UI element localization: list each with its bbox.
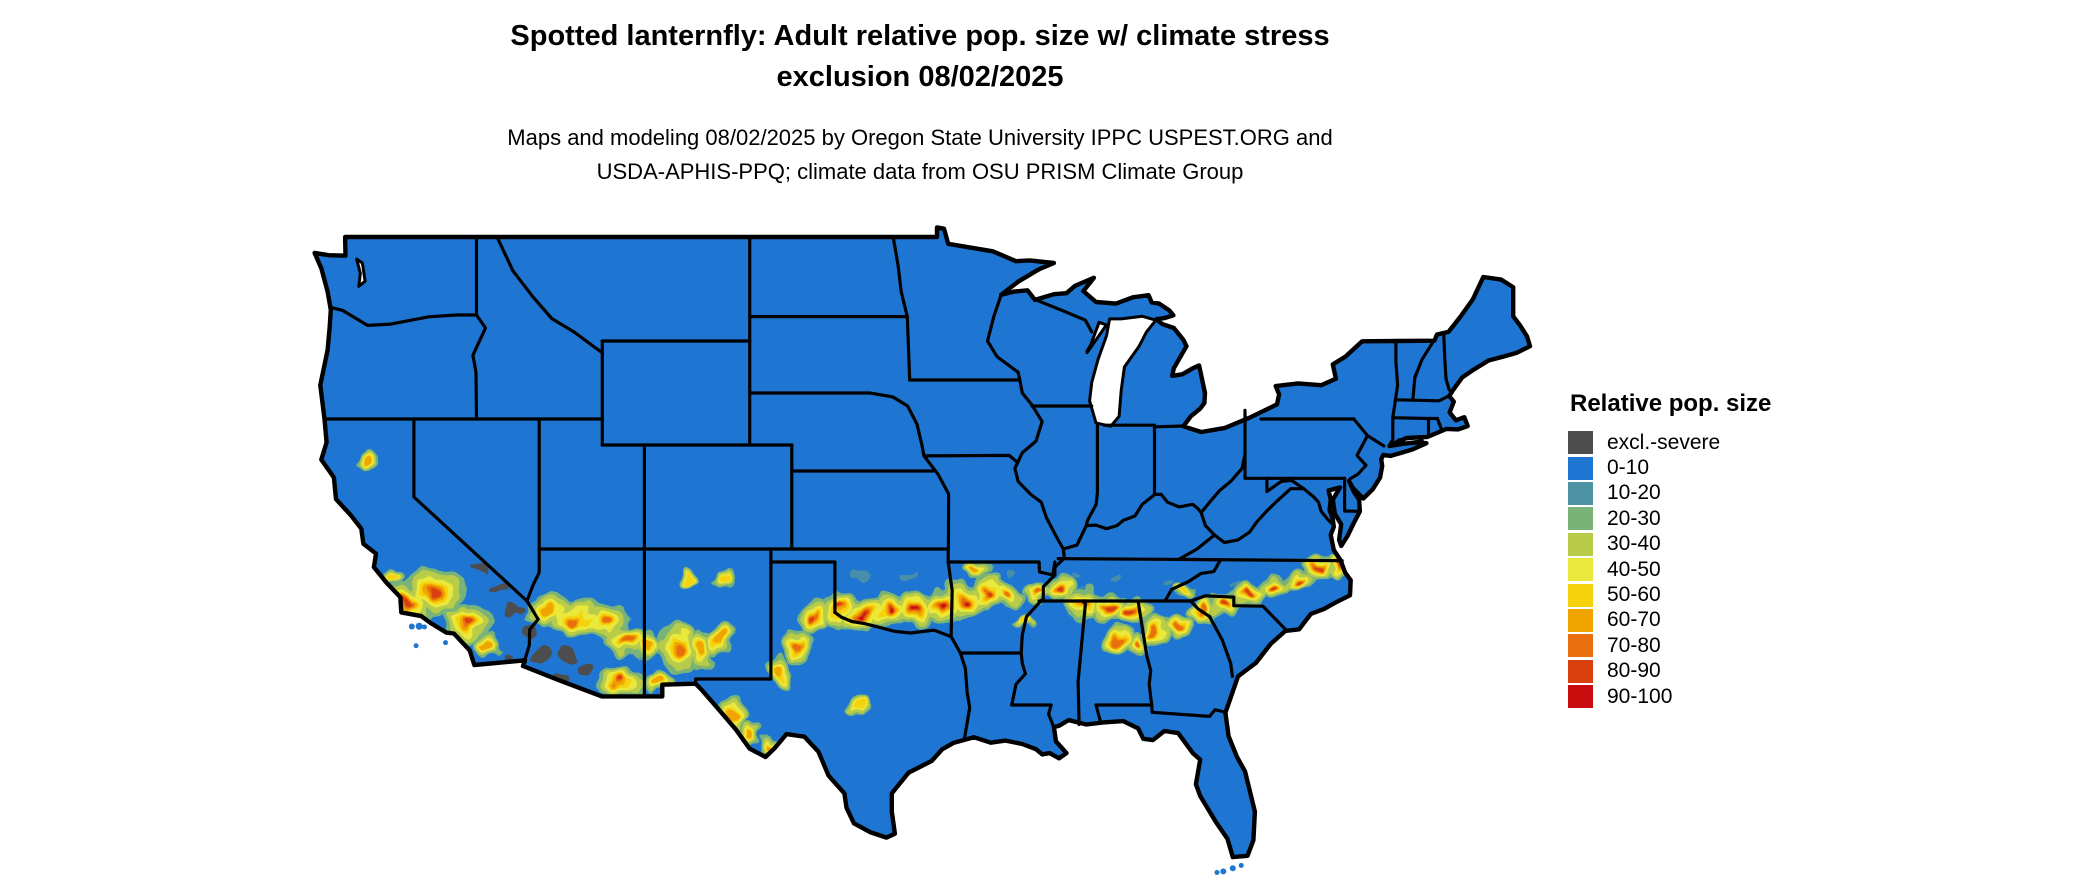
island-dot xyxy=(421,624,427,630)
legend-item: 60-70 xyxy=(1568,608,1771,633)
map-land-base xyxy=(314,227,1531,858)
legend-items: excl.-severe 0-10 10-20 20-30 30-40 40-50 50-6… xyxy=(1568,430,1771,709)
legend-label: 10-20 xyxy=(1607,481,1661,505)
island-dot xyxy=(415,622,423,630)
page-title-line1: Spotted lanternfly: Adult relative pop. … xyxy=(510,20,1330,52)
page-subtitle-line2: USDA-APHIS-PPQ; climate data from OSU PR… xyxy=(596,159,1244,184)
island-dot xyxy=(408,623,415,630)
island-dot xyxy=(1238,862,1244,868)
legend-item: 40-50 xyxy=(1568,557,1771,582)
legend-swatch xyxy=(1568,659,1593,683)
island-dot xyxy=(443,640,449,646)
legend-item: 50-60 xyxy=(1568,582,1771,607)
legend-swatch xyxy=(1568,431,1593,455)
legend-item: 30-40 xyxy=(1568,532,1771,557)
legend-swatch xyxy=(1568,481,1593,505)
legend-label: 50-60 xyxy=(1607,583,1661,607)
island-dot xyxy=(1229,865,1236,872)
legend-swatch xyxy=(1568,558,1593,582)
legend-label: 90-100 xyxy=(1607,684,1673,708)
legend-swatch xyxy=(1568,507,1593,531)
legend-label: 80-90 xyxy=(1607,659,1661,683)
legend-swatch xyxy=(1568,685,1593,709)
legend-label: 60-70 xyxy=(1607,608,1661,632)
legend-item: excl.-severe xyxy=(1568,430,1771,455)
legend-item: 0-10 xyxy=(1568,455,1771,480)
legend-swatch xyxy=(1568,583,1593,607)
legend-item: 70-80 xyxy=(1568,633,1771,658)
lake-shape xyxy=(355,257,367,288)
legend-item: 10-20 xyxy=(1568,481,1771,506)
legend-title: Relative pop. size xyxy=(1570,390,1772,417)
lake-shape xyxy=(1085,320,1108,355)
legend-item: 20-30 xyxy=(1568,506,1771,531)
lake-shape xyxy=(1088,314,1158,428)
legend-label: 0-10 xyxy=(1607,456,1650,480)
legend-swatch xyxy=(1568,608,1593,632)
national-outline xyxy=(312,225,1533,860)
page-subtitle-line1: Maps and modeling 08/02/2025 by Oregon S… xyxy=(507,125,1333,150)
legend-label: 30-40 xyxy=(1607,532,1661,556)
state-borders xyxy=(322,235,1451,741)
us-map xyxy=(312,225,1533,875)
legend-swatch xyxy=(1568,456,1593,480)
page-subtitle: Maps and modeling 08/02/2025 by Oregon S… xyxy=(0,121,1840,189)
legend-label: 70-80 xyxy=(1607,633,1661,657)
legend-swatch xyxy=(1568,532,1593,556)
page-title: Spotted lanternfly: Adult relative pop. … xyxy=(0,16,1840,98)
legend-item: 80-90 xyxy=(1568,659,1771,684)
island-dot xyxy=(413,643,419,649)
island-dot xyxy=(1214,869,1220,875)
island-dot xyxy=(1220,868,1227,875)
legend-swatch xyxy=(1568,634,1593,658)
legend-label: 20-30 xyxy=(1607,506,1661,530)
page-title-line2: exclusion 08/02/2025 xyxy=(776,61,1064,93)
legend-label: 40-50 xyxy=(1607,557,1661,581)
legend-label: excl.-severe xyxy=(1607,430,1721,454)
legend: Relative pop. size excl.-severe 0-10 10-20… xyxy=(1568,390,1771,709)
legend-item: 90-100 xyxy=(1568,684,1771,709)
